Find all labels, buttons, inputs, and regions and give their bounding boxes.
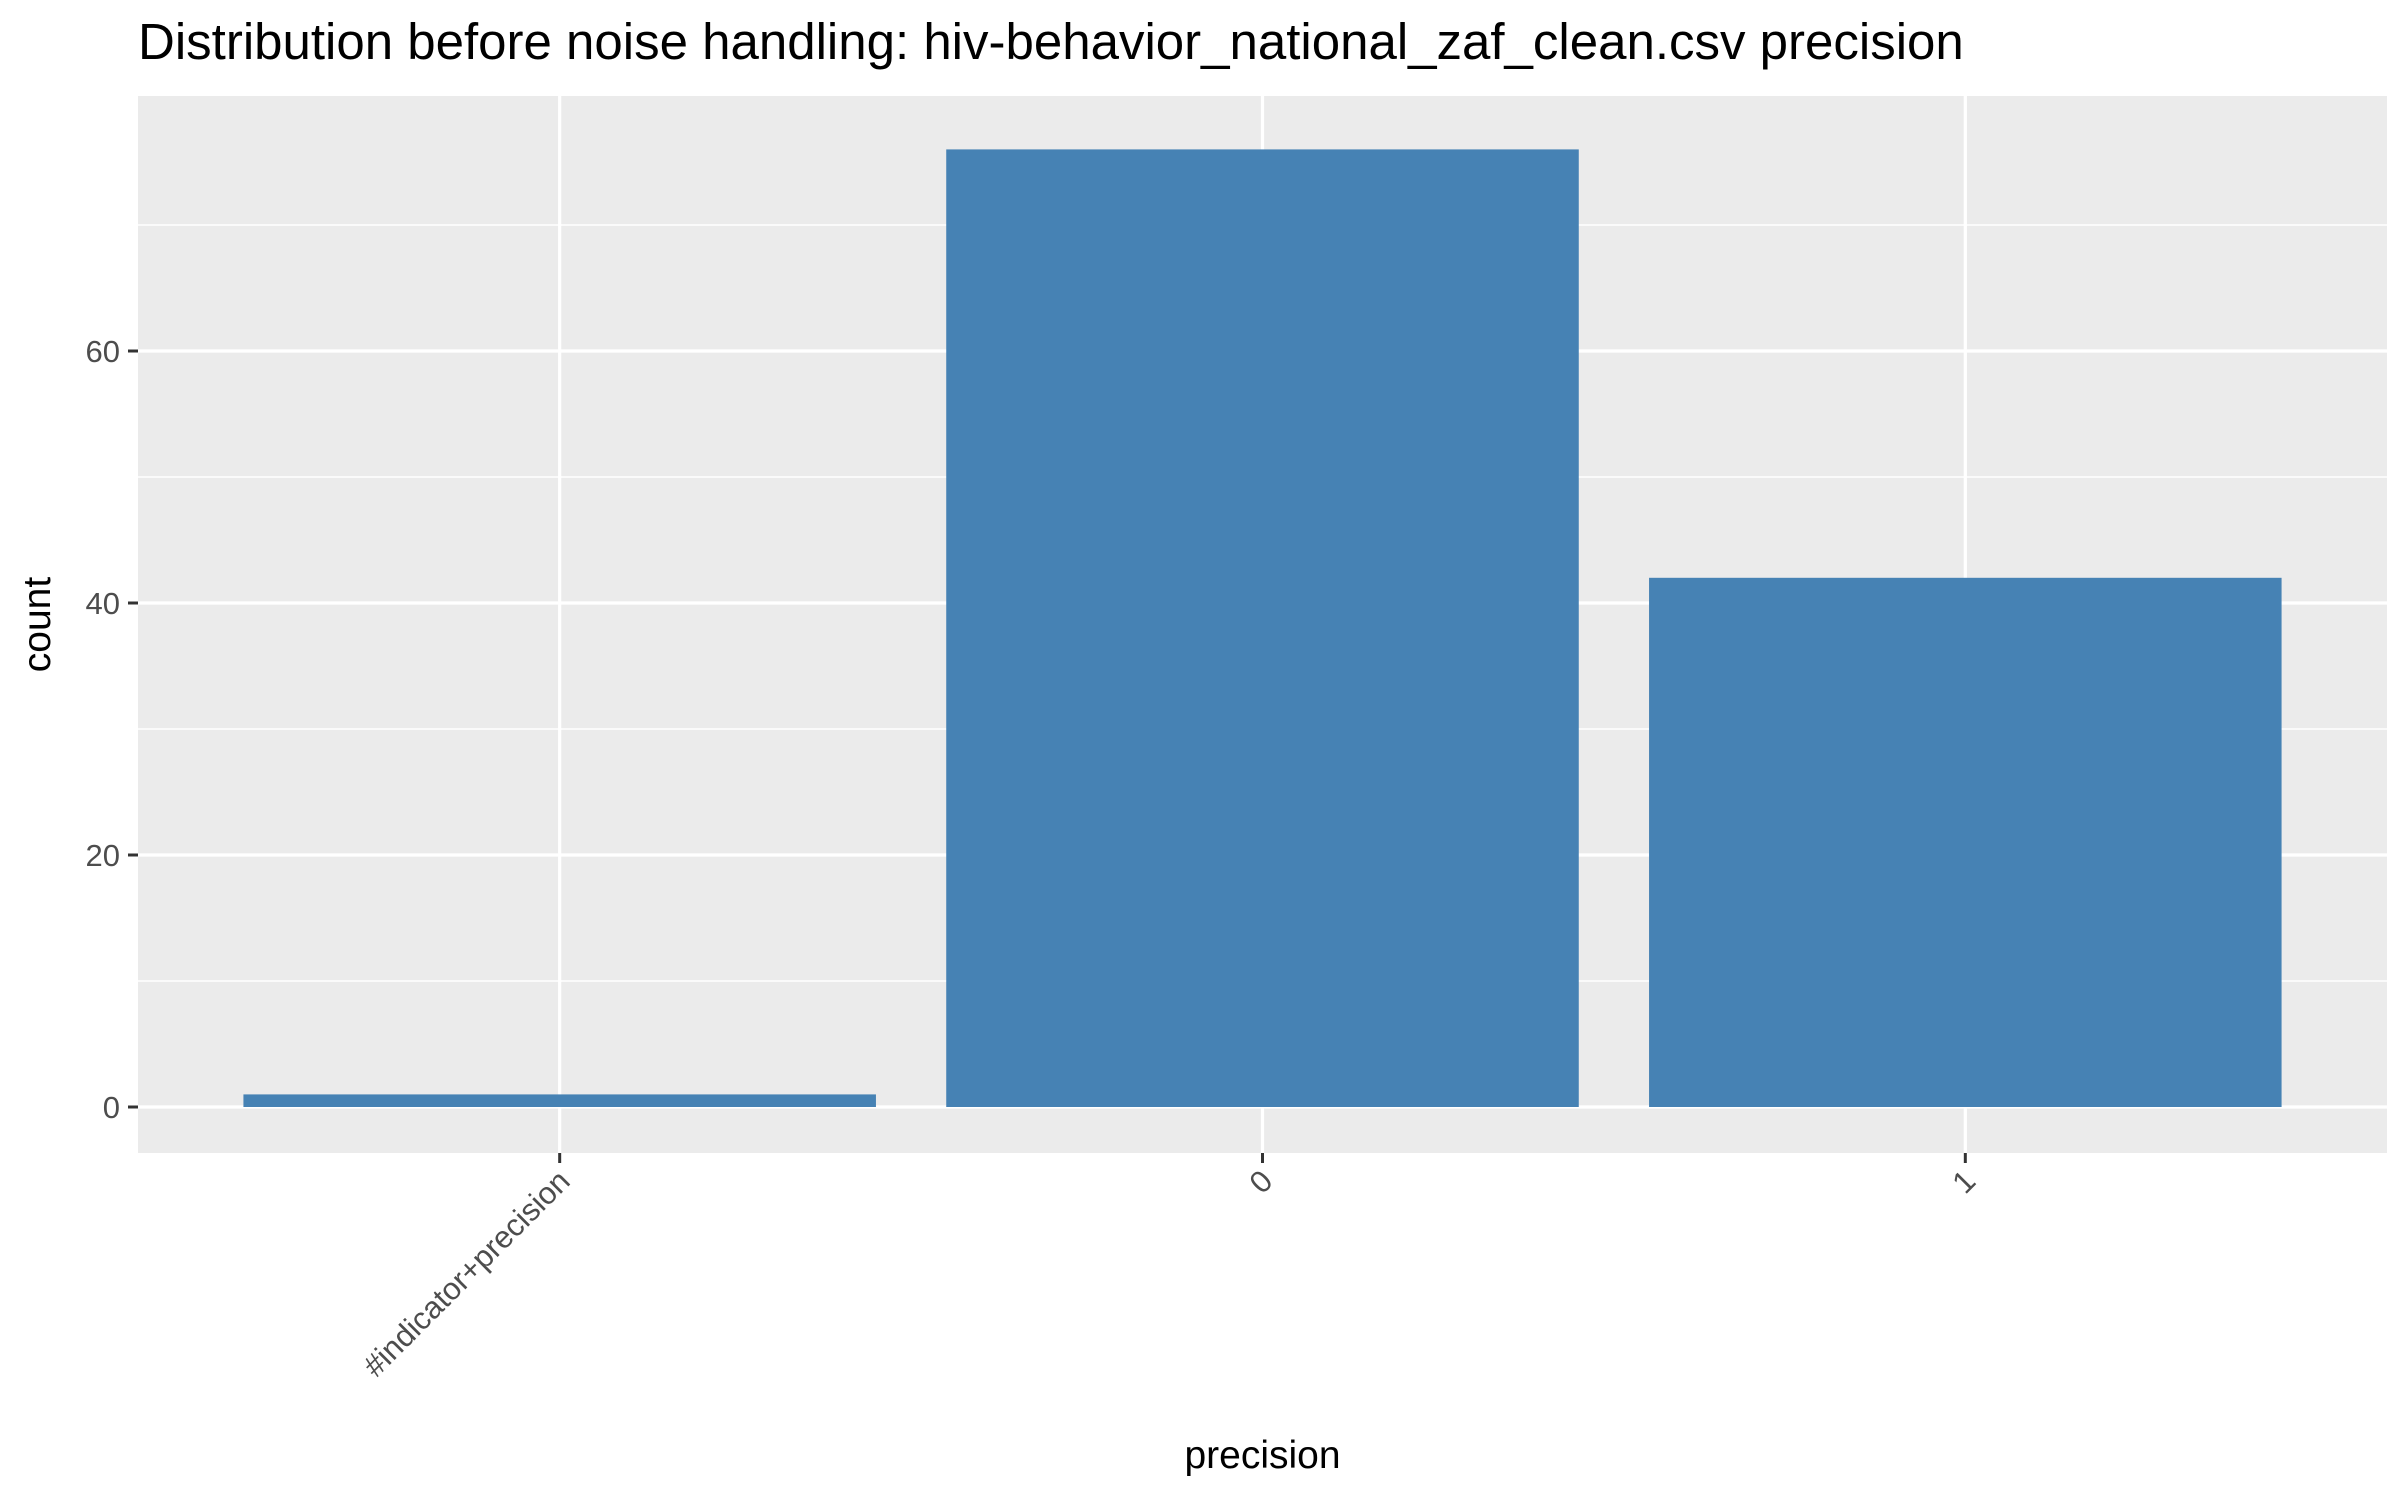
bar [1649, 577, 2282, 1107]
y-tick-label: 40 [86, 586, 120, 621]
chart-title: Distribution before noise handling: hiv-… [138, 13, 1964, 70]
x-axis-title: precision [1184, 1434, 1340, 1477]
y-axis-title: count [16, 577, 59, 673]
x-tick-label: 1 [1945, 1163, 1982, 1200]
x-tick-label: 0 [1243, 1163, 1280, 1200]
bar [946, 149, 1579, 1107]
y-tick-label: 20 [86, 838, 120, 873]
x-axis: #indicator+precision 0 1 [356, 1153, 1982, 1384]
y-axis: 0 20 40 60 [86, 334, 138, 1125]
y-tick-label: 0 [103, 1090, 120, 1125]
y-tick-label: 60 [86, 334, 120, 369]
bars [243, 149, 2282, 1107]
bar [243, 1094, 876, 1107]
x-tick-label: #indicator+precision [356, 1163, 576, 1383]
